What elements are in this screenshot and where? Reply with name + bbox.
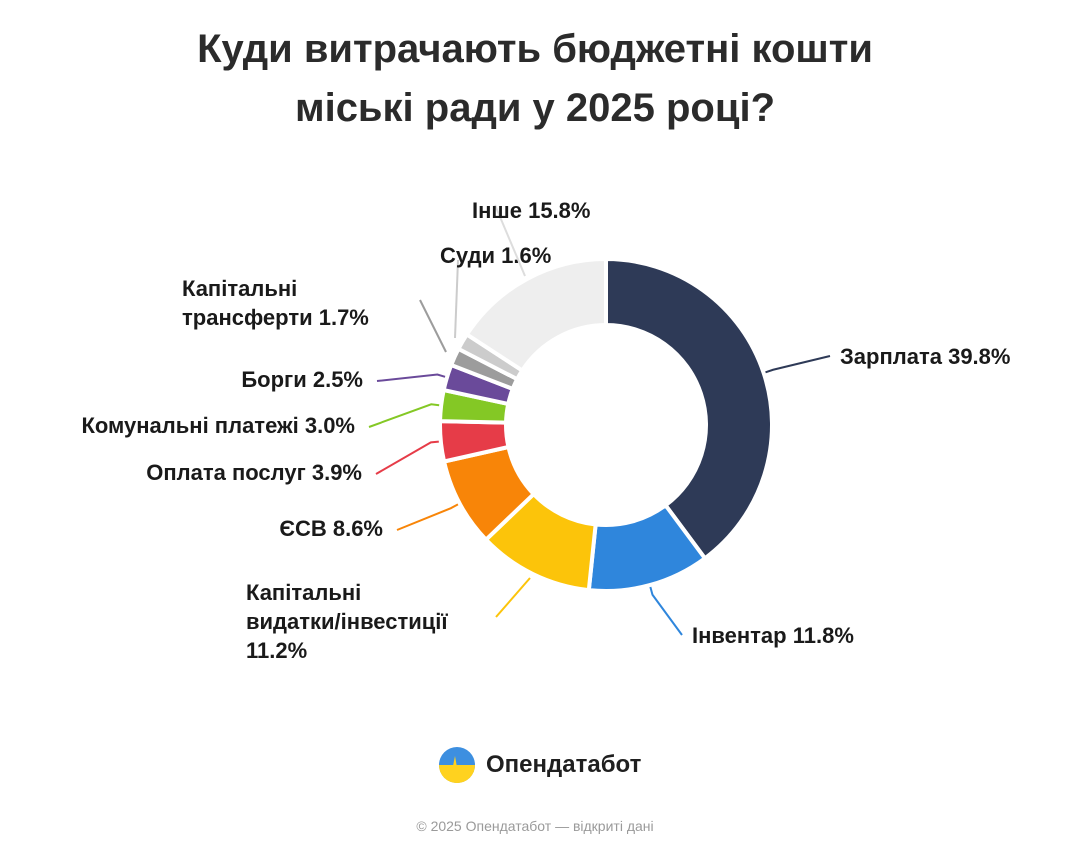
chart-title-line-1: Куди витрачають бюджетні кошти [197, 27, 873, 71]
slice-label-0-line-0: Зарплата 39.8% [840, 344, 1010, 369]
slice-label-7-line-0: Капітальні [182, 276, 297, 301]
leader-line-0 [765, 355, 831, 374]
leader-line-6 [376, 373, 446, 382]
slice-label-6-line-0: Борги 2.5% [241, 367, 363, 392]
slice-label-2-line-0: Капітальні [246, 580, 361, 605]
donut-slice-0 [604, 257, 774, 561]
footer-copyright: © 2025 Опендатабот — відкриті дані [416, 818, 654, 834]
opendatabot-logo-icon [439, 747, 475, 783]
leader-line-2 [495, 577, 531, 618]
leader-line-7 [419, 299, 447, 353]
slice-label-8-line-0: Суди 1.6% [440, 243, 551, 268]
slice-label-2-line-2: 11.2% [246, 638, 307, 663]
slice-label-9-line-0: Інше 15.8% [472, 198, 590, 223]
donut-slice-9 [464, 257, 608, 373]
leader-line-3 [396, 503, 459, 531]
leader-line-1 [649, 586, 683, 636]
chart-title: Куди витрачають бюджетні кошти міські ра… [0, 20, 1070, 138]
leader-line-5 [368, 403, 440, 428]
brand-name: Опендатабот [486, 751, 642, 778]
slice-label-4-line-0: Оплата послуг 3.9% [146, 460, 362, 485]
brand: Опендатабот [438, 746, 641, 784]
chart-title-line-2: міські ради у 2025 році? [294, 86, 776, 130]
leader-line-8 [454, 259, 459, 339]
slice-label-7-line-1: трансферти 1.7% [182, 305, 369, 330]
slice-label-3-line-0: ЄСВ 8.6% [279, 516, 383, 541]
slice-label-5-line-0: Комунальні платежі 3.0% [81, 413, 355, 438]
slice-label-2-line-1: видатки/інвестиції [246, 609, 448, 634]
leader-line-9 [494, 204, 526, 277]
slice-label-1-line-0: Інвентар 11.8% [692, 623, 854, 648]
leader-line-4 [375, 440, 439, 475]
